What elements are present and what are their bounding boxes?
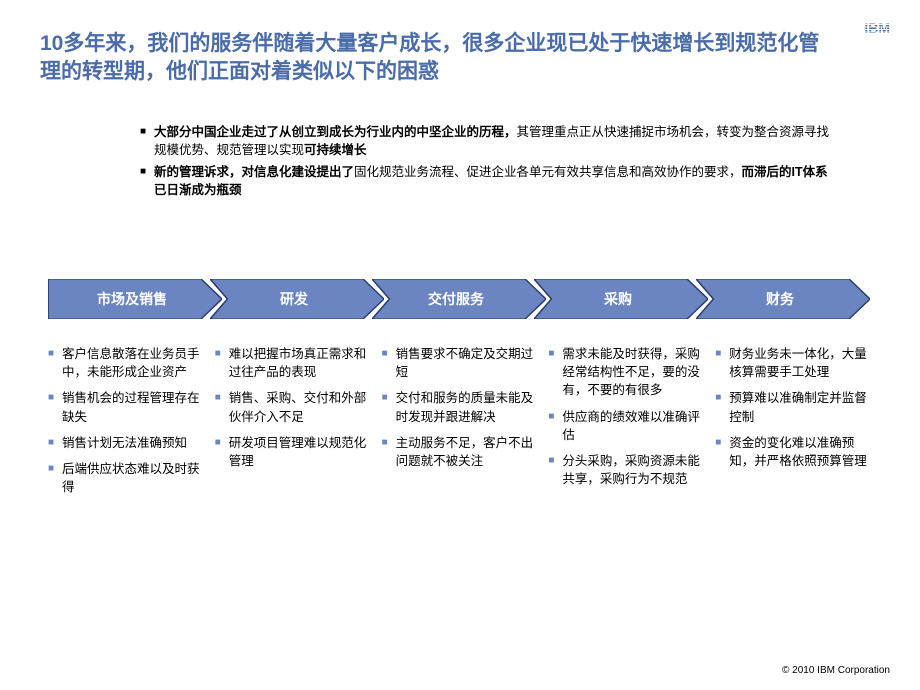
chevron-step: 交付服务 [372,279,548,319]
list-item: ■交付和服务的质量未能及时发现并跟进解决 [382,389,539,425]
chevron-step: 市场及销售 [48,279,224,319]
list-item: ■需求未能及时获得，采购经常结构性不足，要的没有，不要的有很多 [548,345,705,399]
list-item: ■财务业务未一体化，大量核算需要手工处理 [715,345,872,381]
list-item-text: 销售机会的过程管理存在缺失 [62,389,205,425]
list-item: ■预算难以准确制定并监督控制 [715,389,872,425]
square-bullet-icon: ■ [48,389,62,425]
ibm-logo: IBM [864,20,890,36]
list-item: ■分头采购，采购资源未能共享，采购行为不规范 [548,452,705,488]
list-item: ■销售、采购、交付和外部伙伴介入不足 [215,389,372,425]
square-bullet-icon: ■ [548,452,562,488]
list-item-text: 预算难以准确制定并监督控制 [729,389,872,425]
chevron-label: 交付服务 [380,279,532,319]
column: ■客户信息散落在业务员手中，未能形成企业资产■销售机会的过程管理存在缺失■销售计… [48,345,205,504]
square-bullet-icon: ■ [140,123,154,159]
square-bullet-icon: ■ [382,434,396,470]
intro-text: 大部分中国企业走过了从创立到成长为行业内的中坚企业的历程，其管理重点正从快速捕捉… [154,123,840,159]
square-bullet-icon: ■ [548,408,562,444]
chevron-step: 财务 [696,279,872,319]
list-item-text: 资金的变化难以准确预知，并严格依照预算管理 [729,434,872,470]
column: ■财务业务未一体化，大量核算需要手工处理■预算难以准确制定并监督控制■资金的变化… [715,345,872,504]
square-bullet-icon: ■ [715,345,729,381]
list-item-text: 分头采购，采购资源未能共享，采购行为不规范 [562,452,705,488]
list-item-text: 需求未能及时获得，采购经常结构性不足，要的没有，不要的有很多 [562,345,705,399]
square-bullet-icon: ■ [215,389,229,425]
list-item-text: 主动服务不足，客户不出问题就不被关注 [396,434,539,470]
list-item-text: 财务业务未一体化，大量核算需要手工处理 [729,345,872,381]
intro-item: ■大部分中国企业走过了从创立到成长为行业内的中坚企业的历程，其管理重点正从快速捕… [140,123,840,159]
list-item-text: 销售计划无法准确预知 [62,434,205,452]
square-bullet-icon: ■ [382,389,396,425]
list-item-text: 难以把握市场真正需求和过往产品的表现 [229,345,372,381]
list-item: ■销售机会的过程管理存在缺失 [48,389,205,425]
intro-item: ■新的管理诉求，对信息化建设提出了固化规范业务流程、促进企业各单元有效共享信息和… [140,163,840,199]
square-bullet-icon: ■ [48,460,62,496]
square-bullet-icon: ■ [140,163,154,199]
chevron-step: 研发 [210,279,386,319]
page-title: 10多年来，我们的服务伴随着大量客户成长，很多企业现已处于快速增长到规范化管理的… [40,30,840,87]
intro-text: 新的管理诉求，对信息化建设提出了固化规范业务流程、促进企业各单元有效共享信息和高… [154,163,840,199]
process-chevrons: 市场及销售研发交付服务采购财务 [40,279,880,319]
column: ■销售要求不确定及交期过短■交付和服务的质量未能及时发现并跟进解决■主动服务不足… [382,345,539,504]
chevron-label: 研发 [218,279,370,319]
list-item: ■后端供应状态难以及时获得 [48,460,205,496]
square-bullet-icon: ■ [215,434,229,470]
column: ■难以把握市场真正需求和过往产品的表现■销售、采购、交付和外部伙伴介入不足■研发… [215,345,372,504]
list-item: ■难以把握市场真正需求和过往产品的表现 [215,345,372,381]
square-bullet-icon: ■ [715,389,729,425]
list-item-text: 销售、采购、交付和外部伙伴介入不足 [229,389,372,425]
list-item: ■研发项目管理难以规范化管理 [215,434,372,470]
square-bullet-icon: ■ [715,434,729,470]
chevron-step: 采购 [534,279,710,319]
list-item-text: 研发项目管理难以规范化管理 [229,434,372,470]
chevron-label: 财务 [704,279,856,319]
columns: ■客户信息散落在业务员手中，未能形成企业资产■销售机会的过程管理存在缺失■销售计… [40,345,880,504]
square-bullet-icon: ■ [382,345,396,381]
list-item-text: 销售要求不确定及交期过短 [396,345,539,381]
intro-block: ■大部分中国企业走过了从创立到成长为行业内的中坚企业的历程，其管理重点正从快速捕… [140,123,840,200]
square-bullet-icon: ■ [548,345,562,399]
list-item: ■供应商的绩效难以准确评估 [548,408,705,444]
list-item: ■销售计划无法准确预知 [48,434,205,452]
list-item: ■主动服务不足，客户不出问题就不被关注 [382,434,539,470]
list-item: ■销售要求不确定及交期过短 [382,345,539,381]
chevron-label: 市场及销售 [56,279,208,319]
column: ■需求未能及时获得，采购经常结构性不足，要的没有，不要的有很多■供应商的绩效难以… [548,345,705,504]
list-item: ■客户信息散落在业务员手中，未能形成企业资产 [48,345,205,381]
footer-copyright: © 2010 IBM Corporation [782,665,890,676]
square-bullet-icon: ■ [48,434,62,452]
chevron-label: 采购 [542,279,694,319]
list-item-text: 交付和服务的质量未能及时发现并跟进解决 [396,389,539,425]
list-item-text: 后端供应状态难以及时获得 [62,460,205,496]
square-bullet-icon: ■ [48,345,62,381]
list-item-text: 供应商的绩效难以准确评估 [562,408,705,444]
square-bullet-icon: ■ [215,345,229,381]
list-item-text: 客户信息散落在业务员手中，未能形成企业资产 [62,345,205,381]
list-item: ■资金的变化难以准确预知，并严格依照预算管理 [715,434,872,470]
